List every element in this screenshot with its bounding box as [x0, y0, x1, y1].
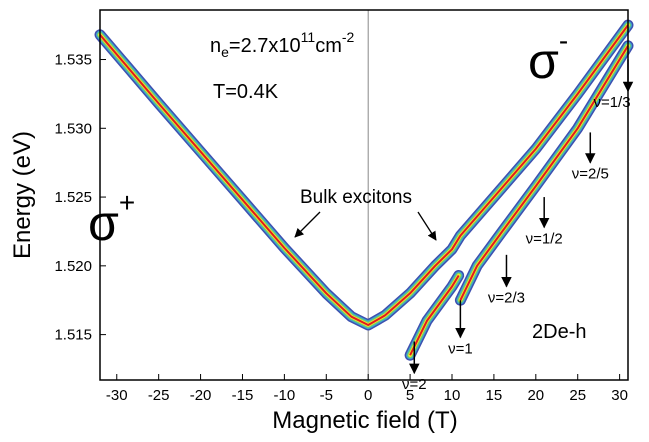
series-line — [459, 45, 629, 301]
x-tick-label: 0 — [364, 387, 372, 404]
ff-label: ν=2 — [402, 376, 427, 393]
ff-label: ν=1 — [448, 340, 473, 357]
x-tick-label: -15 — [232, 387, 254, 404]
ff-label: ν=2/5 — [572, 166, 609, 183]
bulk-arrow — [417, 211, 437, 241]
x-tick-label: -10 — [274, 387, 296, 404]
y-tick-label: 1.520 — [54, 258, 92, 275]
y-tick-label: 1.530 — [54, 120, 92, 137]
plot-area — [94, 10, 634, 380]
bulk-arrow — [294, 211, 321, 238]
x-tick-label: 20 — [527, 387, 544, 404]
x-tick-label: -25 — [148, 387, 170, 404]
ff-label: ν=1/2 — [526, 230, 563, 247]
y-axis-label: Energy (eV) — [9, 131, 36, 259]
x-axis-label: Magnetic field (T) — [272, 407, 457, 434]
ff-label: ν=1/3 — [593, 94, 630, 111]
temperature-label: T=0.4K — [213, 81, 279, 103]
y-tick-label: 1.525 — [54, 189, 92, 206]
ff-label: ν=2/3 — [488, 289, 525, 306]
sample-label: 2De-h — [532, 321, 586, 343]
y-tick-label: 1.535 — [54, 52, 92, 69]
x-tick-label: 30 — [611, 387, 628, 404]
sigma-minus: σ- — [528, 25, 568, 89]
series-line — [409, 274, 460, 356]
x-tick-label: 15 — [486, 387, 503, 404]
sigma-plus: σ+ — [88, 187, 135, 251]
density-label: ne=2.7x1011cm-2 — [210, 29, 355, 60]
x-tick-label: 5 — [406, 387, 414, 404]
x-tick-label: -5 — [320, 387, 333, 404]
y-tick-label: 1.515 — [54, 327, 92, 344]
series-line — [99, 24, 629, 326]
plot-frame — [99, 9, 629, 381]
x-tick-label: -20 — [190, 387, 212, 404]
bulk-label: Bulk excitons — [300, 187, 412, 208]
x-tick-label: -30 — [106, 387, 128, 404]
x-tick-label: 25 — [569, 387, 586, 404]
x-tick-label: 10 — [444, 387, 461, 404]
